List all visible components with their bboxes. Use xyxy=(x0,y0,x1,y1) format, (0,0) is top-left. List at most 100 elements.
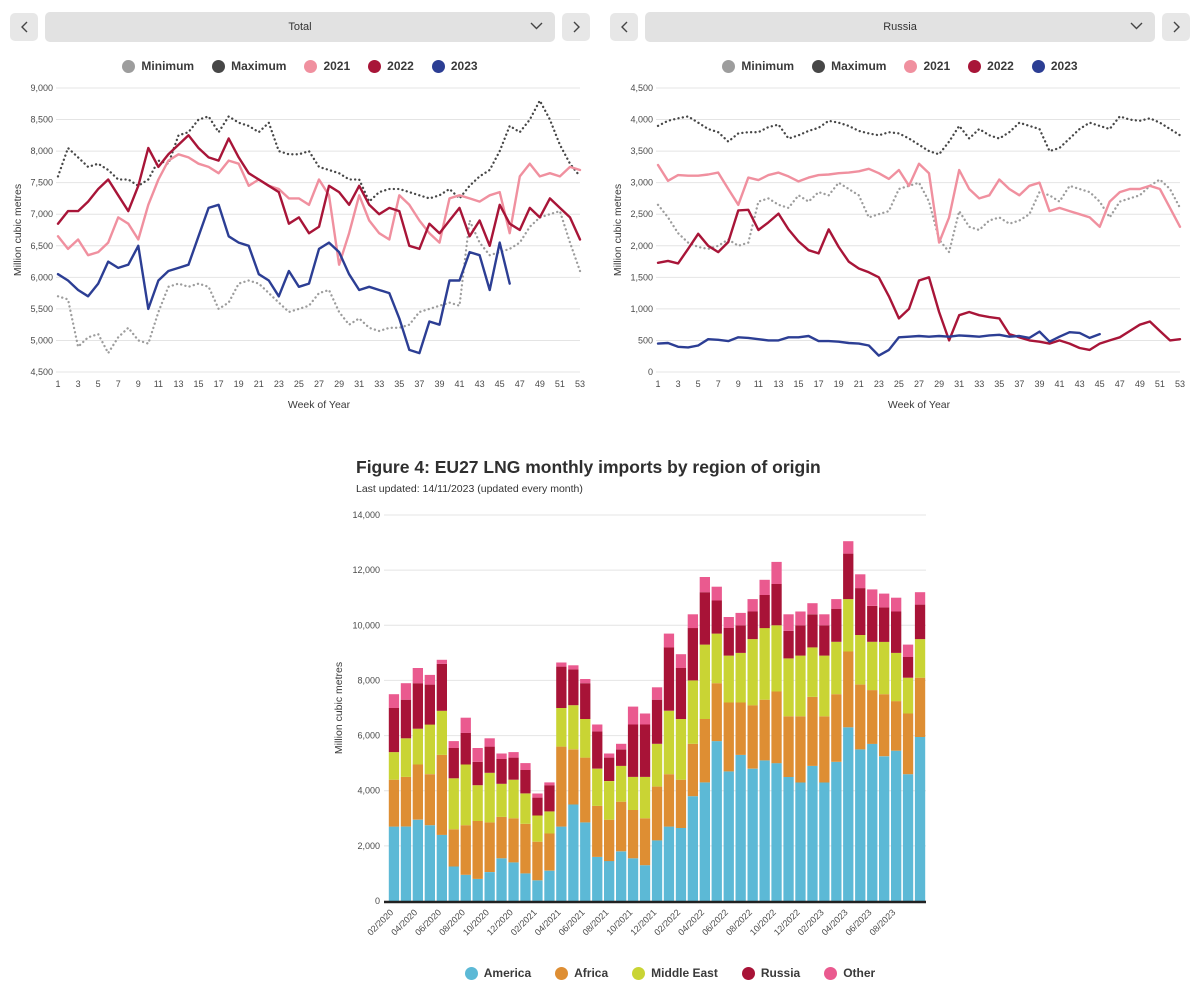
bar-segment-middle-east[interactable] xyxy=(711,633,722,684)
bar-segment-russia[interactable] xyxy=(687,628,698,681)
bar-segment-america[interactable] xyxy=(759,760,770,901)
bar-segment-middle-east[interactable] xyxy=(747,639,758,706)
bar-segment-middle-east[interactable] xyxy=(723,655,734,703)
bar-segment-america[interactable] xyxy=(663,826,675,901)
bar-segment-other[interactable] xyxy=(472,748,483,762)
bar-segment-middle-east[interactable] xyxy=(891,652,902,702)
bar-segment-africa[interactable] xyxy=(400,776,412,827)
bar-segment-russia[interactable] xyxy=(795,625,806,656)
bar-segment-middle-east[interactable] xyxy=(484,772,495,823)
bar-segment-africa[interactable] xyxy=(508,818,519,863)
bar-segment-other[interactable] xyxy=(759,579,770,595)
bar-segment-other[interactable] xyxy=(436,659,447,664)
legend-item-minimum[interactable]: Minimum xyxy=(122,59,194,73)
legend-item-minimum[interactable]: Minimum xyxy=(722,59,794,73)
bar-segment-america[interactable] xyxy=(783,776,794,901)
bar-segment-america[interactable] xyxy=(388,826,400,901)
bar-segment-russia[interactable] xyxy=(460,732,471,765)
bar-segment-africa[interactable] xyxy=(807,697,818,766)
bar-segment-other[interactable] xyxy=(484,738,495,747)
bar-segment-middle-east[interactable] xyxy=(460,764,471,826)
bar-segment-other[interactable] xyxy=(532,793,543,798)
bar-segment-russia[interactable] xyxy=(448,748,459,779)
bar-segment-middle-east[interactable] xyxy=(807,647,818,697)
bar-segment-america[interactable] xyxy=(580,822,591,901)
bar-segment-russia[interactable] xyxy=(544,785,555,812)
bar-segment-africa[interactable] xyxy=(544,833,555,871)
bar-segment-middle-east[interactable] xyxy=(867,641,878,691)
bar-segment-middle-east[interactable] xyxy=(855,634,866,685)
bar-segment-africa[interactable] xyxy=(424,774,435,826)
bar-segment-other[interactable] xyxy=(831,599,842,609)
bar-segment-america[interactable] xyxy=(436,834,447,901)
bar-segment-america[interactable] xyxy=(855,749,866,901)
bar-segment-other[interactable] xyxy=(843,541,854,554)
bar-segment-america[interactable] xyxy=(544,870,555,901)
bar-segment-russia[interactable] xyxy=(843,553,854,600)
bar-segment-russia[interactable] xyxy=(663,647,675,711)
bar-segment-other[interactable] xyxy=(699,577,710,593)
bar-segment-middle-east[interactable] xyxy=(580,719,591,758)
bar-segment-russia[interactable] xyxy=(879,607,890,642)
bar-segment-america[interactable] xyxy=(819,782,830,901)
bar-segment-russia[interactable] xyxy=(831,608,842,642)
bar-segment-america[interactable] xyxy=(627,858,639,901)
series-line-minimum[interactable] xyxy=(656,178,1182,254)
bar-segment-africa[interactable] xyxy=(472,821,483,879)
bar-segment-middle-east[interactable] xyxy=(544,811,555,834)
bar-segment-america[interactable] xyxy=(448,866,459,902)
bar-segment-africa[interactable] xyxy=(843,651,854,728)
series-line-maximum[interactable] xyxy=(56,99,582,203)
bar-segment-other[interactable] xyxy=(819,614,830,626)
bar-segment-america[interactable] xyxy=(723,771,734,901)
bar-segment-middle-east[interactable] xyxy=(687,680,698,744)
bar-segment-america[interactable] xyxy=(843,727,854,901)
series-line-2021[interactable] xyxy=(656,162,1182,244)
bar-segment-russia[interactable] xyxy=(484,746,495,773)
legend-item-2023[interactable]: 2023 xyxy=(431,59,478,73)
bar-segment-middle-east[interactable] xyxy=(400,738,412,777)
bar-segment-america[interactable] xyxy=(675,827,687,901)
bar-segment-africa[interactable] xyxy=(568,749,579,805)
bar-segment-middle-east[interactable] xyxy=(436,710,447,755)
bar-segment-russia[interactable] xyxy=(639,724,651,777)
bar-segment-middle-east[interactable] xyxy=(592,768,603,806)
bar-segment-russia[interactable] xyxy=(400,699,412,739)
bar-segment-russia[interactable] xyxy=(436,663,447,711)
series-line-2023[interactable] xyxy=(656,330,1101,357)
bar-segment-other[interactable] xyxy=(855,574,866,589)
bar-segment-russia[interactable] xyxy=(616,749,627,766)
bar-segment-middle-east[interactable] xyxy=(604,781,615,820)
bar-segment-america[interactable] xyxy=(568,804,579,902)
bar-segment-america[interactable] xyxy=(472,878,483,901)
bar-segment-america[interactable] xyxy=(902,774,914,901)
bar-segment-other[interactable] xyxy=(663,633,675,648)
bar-segment-russia[interactable] xyxy=(747,611,758,640)
bar-segment-middle-east[interactable] xyxy=(651,743,663,787)
bar-segment-america[interactable] xyxy=(532,880,543,901)
series-line-2022[interactable] xyxy=(656,208,1182,352)
bar-segment-middle-east[interactable] xyxy=(520,793,531,824)
bar-segment-america[interactable] xyxy=(639,865,651,901)
bar-segment-america[interactable] xyxy=(424,825,435,901)
bar-segment-africa[interactable] xyxy=(831,694,842,762)
series-line-2021[interactable] xyxy=(56,153,582,266)
bar-segment-other[interactable] xyxy=(675,654,687,668)
bar-segment-russia[interactable] xyxy=(807,614,818,648)
bar-segment-africa[interactable] xyxy=(616,801,627,852)
bar-segment-other[interactable] xyxy=(914,592,926,605)
prev-region-button[interactable] xyxy=(610,13,638,41)
bar-segment-america[interactable] xyxy=(831,761,842,901)
bar-segment-america[interactable] xyxy=(604,861,615,901)
prev-region-button[interactable] xyxy=(10,13,38,41)
bar-segment-other[interactable] xyxy=(783,614,794,631)
bar-segment-russia[interactable] xyxy=(819,625,830,656)
bar-segment-russia[interactable] xyxy=(855,588,866,635)
bar-segment-russia[interactable] xyxy=(604,757,615,781)
bar-segment-africa[interactable] xyxy=(460,825,471,875)
bar-segment-america[interactable] xyxy=(651,840,663,901)
legend-item-2021[interactable]: 2021 xyxy=(904,59,950,73)
bar-segment-america[interactable] xyxy=(914,736,926,901)
bar-segment-africa[interactable] xyxy=(592,805,603,857)
bar-segment-middle-east[interactable] xyxy=(412,728,423,765)
